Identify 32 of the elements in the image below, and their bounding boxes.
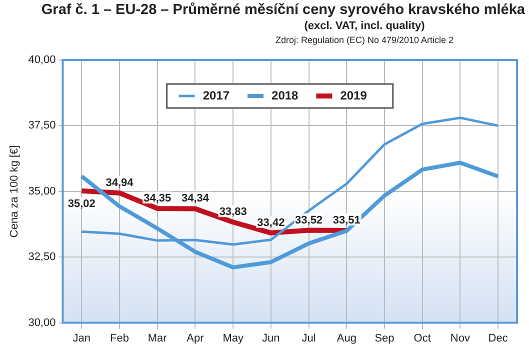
y-tick-label: 30,00	[28, 316, 56, 329]
x-tick-label: Sep	[374, 332, 394, 344]
data-label: 35,02	[68, 198, 96, 210]
text: Zdroj: Regulation (EC) No 479/2010 Article 2	[274, 35, 455, 45]
chart-title: Graf č. 1 – EU-28 – Průměrné měsíční ceny syrového kravského mléka	[41, 2, 525, 18]
x-tick-label: Oct	[414, 332, 431, 344]
x-tick-label: Apr	[186, 332, 204, 344]
y-tick-label: 40,00	[28, 54, 56, 66]
y-axis-title: Cena za 100 kg [€]	[8, 145, 21, 238]
data-label: 34,94	[106, 176, 134, 189]
data-label: 34,34	[181, 192, 210, 205]
x-tick-label: Jan	[72, 332, 91, 344]
data-label: 33,42	[257, 216, 285, 229]
data-label: 33,52	[295, 214, 323, 226]
data-label: 33,51	[332, 214, 360, 227]
data-label: 34,35	[144, 192, 172, 204]
x-tick-label: Jul	[302, 332, 316, 344]
y-tick-label: 37,50	[28, 120, 56, 132]
y-tick-label: 35,00	[28, 185, 56, 198]
y-tick-label: 32,50	[28, 251, 56, 264]
x-tick-label: Aug	[336, 332, 356, 344]
legend-label: 2019	[340, 88, 368, 102]
legend-label: 2018	[272, 88, 299, 102]
data-label: 33,83	[219, 206, 247, 218]
x-tick-label: Jun	[262, 332, 280, 344]
x-tick-label: Nov	[450, 332, 470, 344]
x-tick-label: May	[222, 332, 244, 344]
legend-label: 2017	[202, 88, 230, 102]
x-tick-label: Dec	[488, 332, 508, 344]
chart-subtitle: (excl. VAT, incl. quality)	[303, 20, 426, 32]
x-tick-label: Feb	[110, 332, 129, 344]
x-tick-label: Mar	[148, 332, 168, 344]
